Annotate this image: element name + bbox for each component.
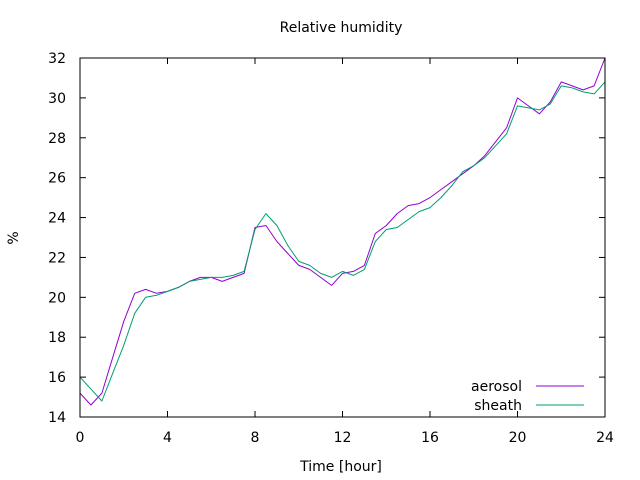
y-axis-label: % — [6, 231, 22, 244]
y-tick-label: 14 — [48, 410, 66, 426]
x-axis-ticks: 0 4 8 12 16 20 24 — [76, 58, 614, 446]
y-tick-label: 22 — [48, 250, 66, 266]
y-tick-label: 20 — [48, 290, 66, 306]
x-tick-label: 20 — [509, 430, 527, 446]
y-tick-label: 16 — [48, 370, 66, 386]
plot-frame — [79, 57, 606, 418]
legend: aerosol sheath — [471, 379, 584, 414]
y-axis-ticks: 14 16 18 20 22 24 26 28 30 32 — [48, 51, 605, 426]
x-tick-label: 8 — [251, 430, 260, 446]
legend-label-sheath: sheath — [474, 398, 522, 414]
chart-title: Relative humidity — [280, 20, 403, 36]
y-tick-label: 18 — [48, 330, 66, 346]
x-tick-label: 4 — [163, 430, 172, 446]
y-tick-label: 30 — [48, 91, 66, 107]
y-tick-label: 28 — [48, 131, 66, 147]
x-tick-label: 12 — [334, 430, 352, 446]
x-axis-label: Time [hour] — [299, 459, 382, 475]
x-tick-label: 16 — [421, 430, 439, 446]
x-tick-label: 24 — [596, 430, 614, 446]
y-tick-label: 32 — [48, 51, 66, 67]
series-layer — [79, 57, 606, 406]
y-tick-label: 24 — [48, 211, 66, 227]
legend-label-aerosol: aerosol — [471, 379, 522, 395]
series-line-sheath — [79, 81, 606, 402]
y-tick-label: 26 — [48, 171, 66, 187]
x-tick-label: 0 — [76, 430, 85, 446]
